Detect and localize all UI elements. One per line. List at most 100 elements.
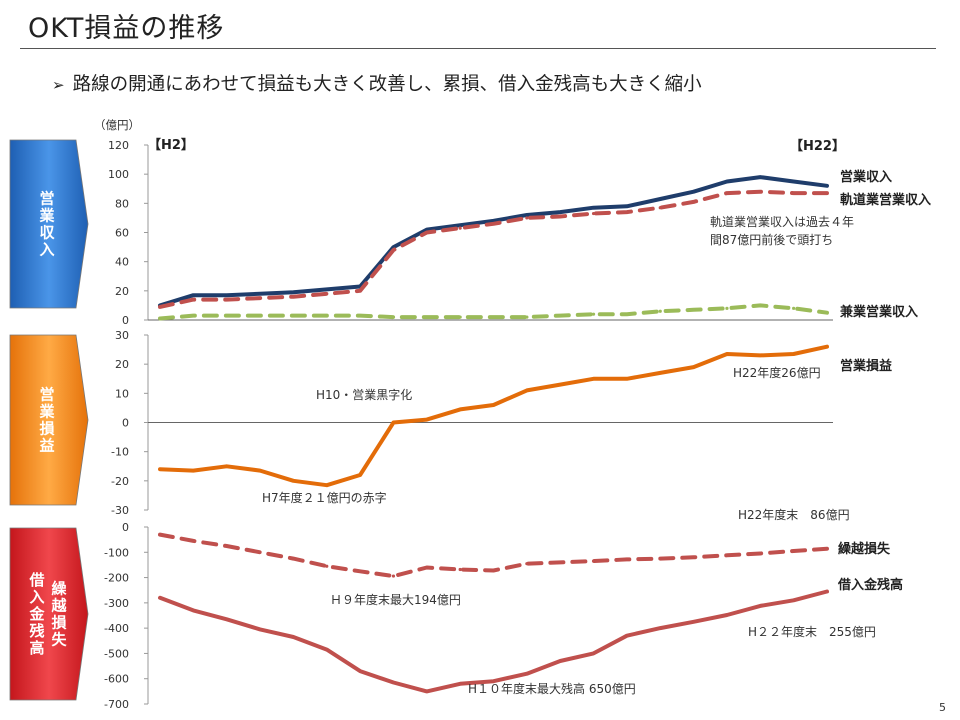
- data-point: [491, 403, 496, 407]
- data-point: [725, 553, 729, 557]
- side-label-1: 営業収入: [9, 139, 89, 309]
- data-point: [291, 290, 295, 294]
- data-point: [525, 672, 529, 676]
- data-point: [425, 230, 429, 235]
- data-point: [258, 469, 262, 473]
- data-point: [191, 539, 195, 543]
- data-point: [591, 377, 596, 381]
- y-tick-label: 40: [115, 256, 129, 269]
- data-point: [358, 569, 362, 573]
- y-tick-label: 0: [122, 417, 129, 430]
- data-point: [191, 297, 195, 302]
- data-point: [625, 557, 629, 561]
- side-label-text: 営業損益: [38, 386, 55, 455]
- data-point: [525, 562, 529, 566]
- data-point: [191, 314, 195, 318]
- legend-loan-balance: 借入金残高: [837, 577, 903, 593]
- data-point: [825, 191, 829, 195]
- y-tick-label: 10: [115, 387, 129, 400]
- data-point: [758, 175, 762, 179]
- data-point: [792, 598, 796, 602]
- data-point: [291, 635, 295, 639]
- side-label-text: 営業収入: [38, 190, 55, 259]
- y-tick-label: -100: [104, 546, 129, 559]
- data-point: [225, 297, 229, 302]
- data-point: [458, 407, 462, 411]
- data-point: [792, 191, 796, 195]
- data-point: [458, 223, 462, 227]
- side-label-text: 借入金残高: [28, 571, 45, 657]
- data-point: [425, 417, 429, 422]
- y-tick-label: 120: [108, 139, 129, 152]
- data-point: [458, 567, 462, 572]
- side-label-text: 繰越損失: [50, 580, 67, 649]
- data-point: [325, 287, 329, 291]
- annotation-h2: 【H2】: [148, 137, 194, 153]
- data-point: [558, 659, 562, 663]
- y-tick-label: -400: [104, 622, 129, 635]
- data-point: [591, 651, 596, 656]
- data-point: [225, 314, 229, 318]
- title-divider: [20, 48, 936, 49]
- y-tick-label: -200: [104, 572, 129, 585]
- legend-rail-revenue: 軌道業営業収入: [840, 192, 931, 208]
- page-number: 5: [939, 701, 946, 714]
- legend-operating-revenue: 営業収入: [840, 169, 892, 185]
- data-point: [558, 382, 562, 387]
- data-point: [158, 532, 162, 537]
- page-title: OKT損益の推移: [28, 13, 225, 44]
- side-label-2: 営業損益: [9, 334, 89, 506]
- data-point: [158, 305, 162, 309]
- data-point: [525, 216, 529, 220]
- data-point: [458, 226, 462, 230]
- y-tick-label: 20: [115, 285, 129, 298]
- data-point: [758, 303, 762, 308]
- data-point: [625, 210, 629, 214]
- data-point: [391, 315, 396, 319]
- data-point: [725, 191, 729, 195]
- annotation-h7-deficit: H7年度２１億円の赤字: [262, 490, 387, 505]
- annotation-h10-profit: H10・営業黒字化: [316, 387, 412, 402]
- data-point: [692, 190, 696, 194]
- data-point: [358, 669, 362, 673]
- data-point: [792, 306, 796, 310]
- data-point: [692, 555, 696, 559]
- data-point: [658, 626, 662, 630]
- bullet-arrow-icon: ➢: [52, 76, 65, 94]
- annotation-h22-carried-loss: H22年度末 86億円: [738, 507, 850, 522]
- unit-label: （億円）: [94, 118, 140, 132]
- annotation-h22-profit: H22年度26億円: [733, 365, 821, 380]
- data-point: [158, 596, 162, 600]
- data-point: [591, 312, 596, 316]
- annotation-plateau-line2: 間87億円前後で頭打ち: [710, 232, 833, 247]
- data-point: [692, 365, 696, 369]
- data-point: [658, 557, 662, 561]
- y-tick-label: -700: [104, 698, 129, 711]
- data-point: [692, 620, 696, 624]
- series-line-軌道業営業収入: [158, 189, 829, 309]
- data-point: [291, 557, 295, 561]
- data-point: [625, 634, 629, 638]
- y-tick-label: -10: [111, 446, 129, 459]
- data-point: [491, 315, 496, 319]
- data-point: [758, 353, 762, 358]
- data-point: [258, 314, 262, 318]
- data-point: [425, 315, 429, 319]
- annotation-h22: 【H22】: [790, 138, 845, 154]
- data-point: [758, 551, 762, 556]
- data-point: [558, 214, 562, 219]
- y-tick-label: 0: [122, 521, 129, 534]
- data-point: [825, 311, 829, 315]
- data-point: [225, 544, 229, 548]
- annotation-h22-balance: H２２年度末 255億円: [748, 624, 876, 639]
- series-line-営業損益: [158, 344, 829, 488]
- data-point: [425, 689, 429, 693]
- annotation-h9-max-loss: Ｈ９年度末最大194億円: [330, 592, 461, 607]
- summary-text: 路線の開通にあわせて損益も大きく改善し、累損、借入金残高も大きく縮小: [72, 74, 702, 95]
- data-point: [692, 200, 696, 204]
- data-point: [692, 308, 696, 312]
- legend-carried-loss: 繰越損失: [838, 541, 891, 557]
- data-point: [325, 292, 329, 296]
- data-point: [291, 314, 295, 318]
- data-point: [725, 179, 729, 184]
